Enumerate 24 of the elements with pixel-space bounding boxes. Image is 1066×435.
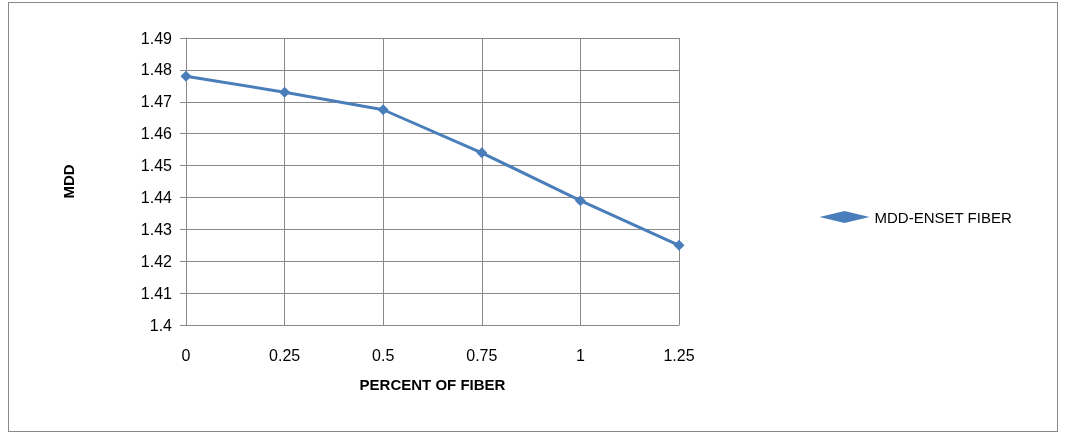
x-tick-label: 0.25 xyxy=(269,346,301,364)
point xyxy=(673,239,685,251)
y-tick-label: 1.42 xyxy=(140,252,173,270)
x-tick-label: 1 xyxy=(575,346,585,364)
point xyxy=(476,147,488,159)
x-tick-label: 0.75 xyxy=(466,346,498,364)
y-tick-label: 1.41 xyxy=(140,284,173,302)
y-axis-title: MDD xyxy=(60,164,77,199)
x-axis-title: PERCENT OF FIBER xyxy=(359,376,506,393)
point xyxy=(574,195,586,207)
y-tick-label: 1.45 xyxy=(140,157,173,175)
point xyxy=(377,104,389,116)
y-tick-label: 1.44 xyxy=(140,188,173,206)
point xyxy=(279,86,291,98)
legend-label: MDD-ENSET FIBER xyxy=(874,208,1012,226)
x-tick-label: 0.5 xyxy=(372,346,395,364)
y-tick-label: 1.4 xyxy=(149,316,173,334)
y-tick-label: 1.43 xyxy=(140,220,173,238)
y-tick-label: 1.47 xyxy=(140,93,173,111)
y-tick-label: 1.49 xyxy=(140,29,173,47)
y-tick-label: 1.46 xyxy=(140,125,173,143)
y-tick-label: 1.48 xyxy=(140,61,173,79)
x-tick-label: 1.25 xyxy=(663,346,695,364)
x-tick-label: 0 xyxy=(181,346,191,364)
